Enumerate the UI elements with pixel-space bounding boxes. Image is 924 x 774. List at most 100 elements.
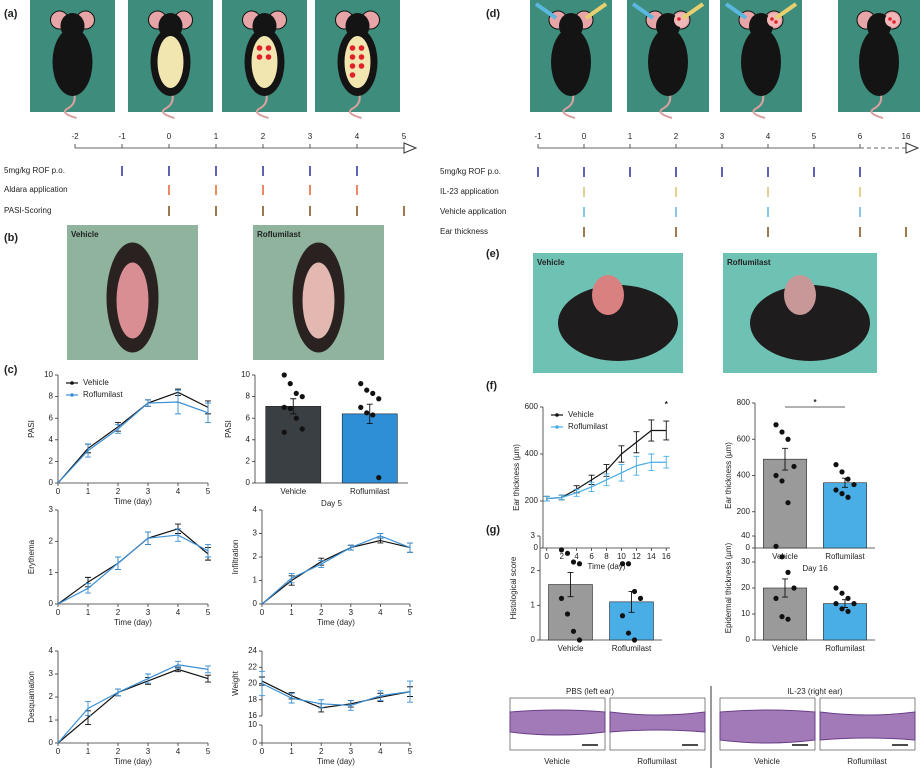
data-point	[631, 637, 638, 643]
x-tick-label: Vehicle	[772, 644, 798, 653]
mouse-belly	[251, 36, 278, 88]
x-tick-label: 0	[260, 608, 265, 617]
x-tick-label: 10	[617, 552, 626, 561]
timeline-tick-label: 0	[582, 132, 587, 141]
y-tick-label: 6	[49, 413, 54, 422]
y-tick-label: 24	[248, 646, 257, 655]
data-point	[564, 550, 571, 556]
data-point	[833, 601, 839, 607]
x-tick-label: 1	[86, 747, 91, 756]
data-point	[773, 543, 779, 550]
photo-label: Vehicle	[537, 258, 565, 267]
y-tick-label: 20	[248, 679, 257, 688]
histology-label: Roflumilast	[847, 757, 887, 766]
error-bar	[782, 578, 788, 598]
y-tick-label: 0	[49, 599, 54, 608]
lesion	[265, 54, 272, 60]
y-tick-label: 6	[246, 413, 251, 422]
error-bar	[288, 573, 295, 584]
timeline-row-label: Vehicle application	[440, 207, 506, 216]
x-tick-label: 2	[116, 608, 121, 617]
legend-label: Vehicle	[568, 410, 594, 419]
y-axis-label: Erythema	[27, 539, 36, 574]
error-bar	[205, 665, 211, 674]
error-bar	[145, 399, 151, 407]
y-axis-label: PASI	[224, 420, 233, 438]
data-point	[625, 630, 632, 636]
data-point	[839, 469, 845, 475]
mouse-belly	[344, 36, 371, 88]
x-tick-label: 4	[574, 552, 579, 561]
error-bar	[205, 402, 211, 423]
timeline-tick-label: 0	[167, 132, 172, 141]
data-point	[281, 404, 287, 410]
x-tick-label: 0	[56, 747, 61, 756]
error-bar	[145, 531, 151, 545]
data-point	[773, 422, 779, 428]
data-point	[851, 601, 857, 607]
histology-group: PBS (left ear)	[566, 687, 614, 696]
timeline-tick-label: 6	[858, 132, 863, 141]
error-bar	[259, 670, 265, 697]
data-point	[637, 595, 644, 602]
y-tick-label: 0	[49, 738, 54, 747]
error-bar	[588, 481, 595, 493]
panel-label: (b)	[4, 232, 18, 244]
histology-group: IL-23 (right ear)	[787, 687, 842, 696]
x-axis-label: Time (day)	[317, 757, 355, 766]
y-tick-label: 10	[741, 609, 750, 618]
x-tick-label: 12	[632, 552, 641, 561]
y-tick-label: 40	[741, 531, 750, 540]
x-axis-label: Time (day)	[317, 618, 355, 627]
y-tick-label: 600	[525, 402, 539, 411]
bar	[341, 413, 398, 484]
error-bar	[115, 556, 121, 570]
data-point	[619, 561, 626, 567]
data-point	[564, 611, 571, 617]
x-tick-label: 5	[408, 747, 413, 756]
y-axis-label: Ear thickness (µm)	[724, 442, 733, 509]
y-tick-label: 4	[253, 505, 258, 514]
data-point	[791, 585, 797, 591]
y-tick-label: 1	[49, 715, 54, 724]
y-tick-label: 600	[737, 434, 751, 443]
data-point	[833, 462, 839, 468]
y-tick-label: 10	[241, 370, 250, 379]
y-tick-label: 10	[44, 370, 53, 379]
series-line	[57, 401, 209, 484]
error-bar	[347, 544, 354, 551]
timeline-arrow	[905, 142, 920, 154]
data-point	[773, 472, 779, 479]
histology-label: Vehicle	[544, 757, 570, 766]
data-point	[779, 554, 785, 560]
timeline-row-label: Ear thickness	[440, 227, 488, 236]
y-tick-label: 16	[248, 711, 257, 720]
y-tick-label: 3	[49, 505, 54, 514]
x-tick-label: 14	[647, 552, 656, 561]
data-point	[845, 476, 851, 482]
y-tick-label: 3	[49, 669, 54, 678]
syringe	[724, 2, 748, 20]
y-axis-label: Histological score	[509, 556, 518, 619]
lesion	[774, 20, 778, 24]
lesion	[888, 17, 892, 21]
data-point	[281, 429, 287, 435]
y-tick-label: 1	[531, 600, 536, 609]
y-tick-label: 4	[49, 646, 54, 655]
photo-mouse	[558, 285, 678, 361]
data-point	[845, 608, 851, 615]
syringe	[534, 2, 558, 20]
error-bar	[618, 445, 625, 463]
bar	[265, 406, 322, 484]
data-point	[370, 412, 376, 418]
syringe	[631, 2, 655, 20]
x-tick-label: 5	[408, 608, 413, 617]
x-tick-label: Vehicle	[280, 487, 306, 496]
x-tick-label: 8	[604, 552, 609, 561]
error-bar	[543, 495, 550, 502]
bar	[823, 603, 867, 641]
data-point	[631, 588, 638, 595]
y-tick-label: 18	[248, 695, 257, 704]
mouse-head	[559, 13, 583, 39]
error-bar	[663, 420, 670, 441]
